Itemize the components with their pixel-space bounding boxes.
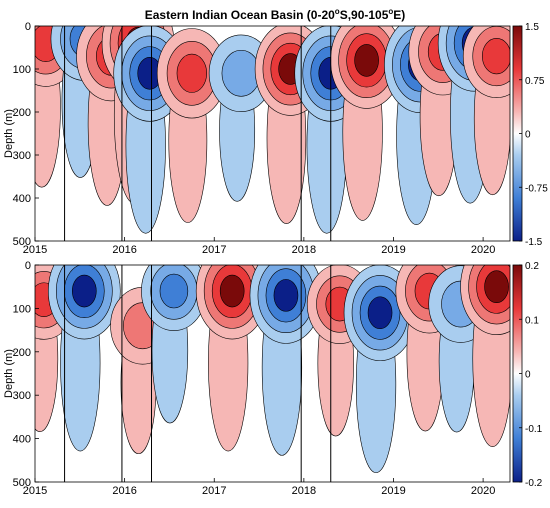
contour-field [35,26,510,234]
x-tick-label: 2017 [202,244,226,256]
y-tick-label: 500 [13,477,31,489]
x-tick-label: 2019 [381,244,405,256]
y-tick-label: 300 [13,150,31,162]
colorbar-tick-label: 1.5 [525,22,539,33]
positive-anomaly-contour [354,44,379,77]
colorbar-tick-label: 0 [525,370,531,381]
x-tick-label: 2015 [23,244,47,256]
y-tick-label: 300 [13,390,31,402]
top-panel: 2015 2016 2017 2018 2019 2020 0 100 200 300 400 500… [3,21,548,256]
colorbar-tick-label: 0.75 [525,76,545,87]
y-tick-label: 100 [13,303,31,315]
x-tick-label: 2017 [202,485,226,497]
x-tick-label: 2016 [112,244,136,256]
x-tick-label: 2015 [23,485,47,497]
negative-anomaly-contour [367,296,393,330]
positive-anomaly-contour [484,270,509,304]
y-tick-label: 400 [13,434,31,446]
contour-field [35,265,510,474]
x-tick-label: 2019 [381,485,405,497]
y-tick-label: 0 [25,21,31,33]
y-tick-label: 200 [13,107,31,119]
colorbar-tick-label: -0.1 [525,424,543,435]
plot-frame [34,264,511,483]
positive-anomaly-contour [176,53,207,93]
y-axis-label: Depth (m) [3,349,15,398]
negative-anomaly-contour [221,49,261,97]
x-tick-label: 2020 [471,244,495,256]
negative-anomaly-contour [71,274,97,308]
positive-anomaly-contour [219,274,245,308]
y-axis-label: Depth (m) [3,109,15,158]
negative-anomaly-contour [273,279,299,312]
y-tick-label: 400 [13,193,31,205]
negative-anomaly-contour [159,273,189,309]
x-tick-label: 2016 [112,485,136,497]
colorbar-tick-label: 0.2 [525,261,539,272]
colorbar-tick-label: 0 [525,130,531,141]
plot-frame [34,25,511,242]
x-tick-label: 2020 [471,485,495,497]
colorbar-tick-label: 0.1 [525,315,539,326]
colorbar-tick-label: -0.75 [525,183,548,194]
positive-anomaly-contour [481,37,510,75]
x-tick-label: 2018 [292,485,316,497]
x-tick-label: 2018 [292,244,316,256]
y-tick-label: 200 [13,347,31,359]
y-tick-label: 0 [25,260,31,272]
colorbar-tick-label: -0.2 [525,478,543,489]
figure-title: Eastern Indian Ocean Basin (0-20oS,90-10… [145,7,406,22]
y-tick-label: 100 [13,64,31,76]
y-tick-label: 500 [13,236,31,248]
colorbar-tick-label: -1.5 [525,237,543,248]
bottom-panel: 2015 2016 2017 2018 2019 2020 0 100 200 300 400 500… [3,260,543,497]
